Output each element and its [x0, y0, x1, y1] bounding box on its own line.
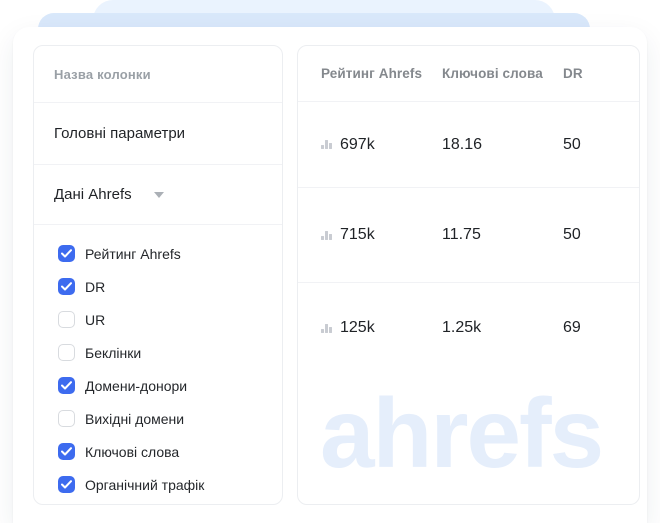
checkbox-row-ahrefs-rating[interactable]: Рейтинг Ahrefs	[34, 237, 282, 270]
dr-value: 50	[563, 135, 581, 153]
dr-value: 50	[563, 226, 581, 243]
rating-value: 715k	[340, 226, 375, 243]
checkbox-label: Домени-донори	[85, 377, 188, 394]
checkbox-label: Рейтинг Ahrefs	[85, 245, 181, 262]
column-header-dr[interactable]: DR	[563, 66, 583, 81]
caret-down-icon	[153, 191, 164, 198]
table-row: 125k 1.25k 69	[298, 283, 639, 373]
dr-value: 69	[563, 319, 581, 336]
checkbox[interactable]	[58, 377, 75, 394]
checkbox[interactable]	[58, 278, 75, 295]
rating-cell: 125k	[321, 319, 442, 337]
checkbox-row-keywords[interactable]: Ключові слова	[34, 435, 282, 468]
check-icon	[61, 249, 72, 258]
section-ahrefs-data-label: Дані Ahrefs	[54, 186, 132, 203]
main-card: Назва колонки Головні параметри Дані Ahr…	[13, 27, 647, 523]
column-header-ahrefs-rating[interactable]: Рейтинг Ahrefs	[321, 66, 423, 81]
ahrefs-watermark: ahrefs	[320, 378, 604, 488]
checkbox[interactable]	[58, 311, 75, 328]
checkbox[interactable]	[58, 245, 75, 262]
column-header-keywords[interactable]: Ключові слова	[442, 66, 543, 81]
column-picker-title: Назва колонки	[34, 46, 282, 103]
check-icon	[61, 381, 72, 390]
check-icon	[61, 480, 72, 489]
rating-value: 697k	[340, 135, 375, 153]
rating-cell: 715k	[321, 226, 442, 244]
rating-cell: 697k	[321, 136, 442, 154]
checkbox[interactable]	[58, 344, 75, 361]
table-row: 697k 18.16 50	[298, 102, 639, 188]
column-picker-panel: Назва колонки Головні параметри Дані Ahr…	[33, 45, 283, 505]
checkbox-label: UR	[85, 311, 106, 328]
checkbox-row-ur[interactable]: UR	[34, 303, 282, 336]
checkbox[interactable]	[58, 476, 75, 493]
table-header-row: Рейтинг Ahrefs Ключові слова DR	[298, 46, 639, 102]
checkbox-list: Рейтинг Ahrefs DR UR Беклінки Домени-дон…	[34, 225, 282, 511]
section-main-parameters-label: Головні параметри	[54, 125, 186, 142]
data-table-panel: Рейтинг Ahrefs Ключові слова DR 697k 18.…	[297, 45, 640, 505]
bar-chart-icon	[321, 140, 332, 149]
table-row: 715k 11.75 50	[298, 188, 639, 283]
bar-chart-icon	[321, 230, 332, 240]
check-icon	[61, 282, 72, 291]
keywords-value: 11.75	[442, 226, 481, 243]
checkbox-label: Беклінки	[85, 344, 142, 361]
section-ahrefs-data-dropdown[interactable]: Дані Ahrefs	[34, 165, 282, 225]
checkbox-row-backlinks[interactable]: Беклінки	[34, 336, 282, 369]
checkbox-label: DR	[85, 278, 106, 295]
check-icon	[61, 447, 72, 456]
keywords-value: 18.16	[442, 135, 483, 153]
checkbox-row-dr[interactable]: DR	[34, 270, 282, 303]
checkbox-row-organic-traffic[interactable]: Органічний трафік	[34, 468, 282, 501]
checkbox-row-referring-domains[interactable]: Домени-донори	[34, 369, 282, 402]
checkbox-label: Ключові слова	[85, 443, 180, 460]
keywords-value: 1.25k	[442, 319, 482, 336]
checkbox[interactable]	[58, 443, 75, 460]
rating-value: 125k	[340, 319, 375, 336]
checkbox-label: Органічний трафік	[85, 476, 205, 493]
bar-chart-icon	[321, 323, 332, 333]
section-main-parameters[interactable]: Головні параметри	[34, 103, 282, 165]
checkbox-row-outgoing-domains[interactable]: Вихідні домени	[34, 402, 282, 435]
checkbox[interactable]	[58, 410, 75, 427]
checkbox-label: Вихідні домени	[85, 410, 185, 427]
